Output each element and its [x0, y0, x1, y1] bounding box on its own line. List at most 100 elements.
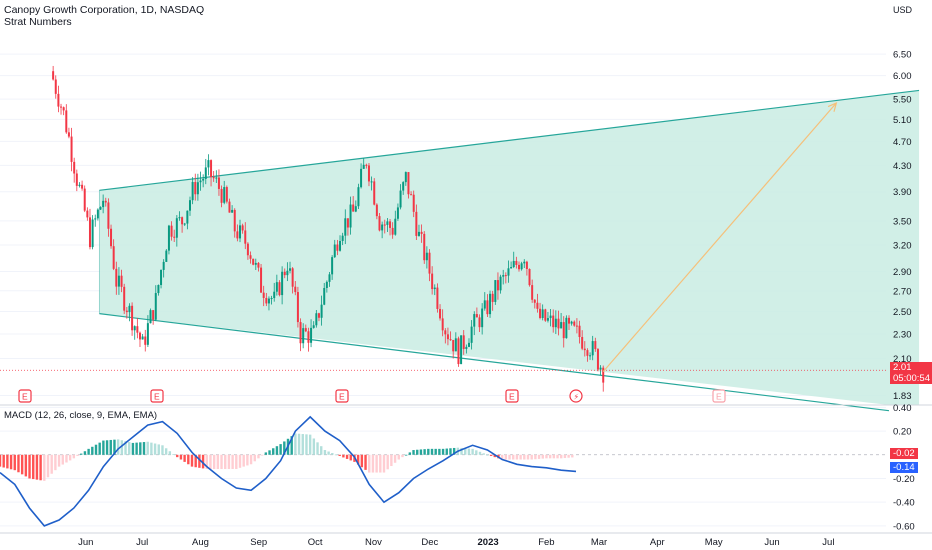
candle-body — [62, 107, 65, 111]
time-tick-label: Nov — [365, 537, 382, 548]
candle-body — [394, 218, 397, 235]
macd-histogram-bar — [98, 442, 101, 455]
macd-histogram-bar — [530, 454, 533, 460]
candle-body — [110, 228, 113, 247]
macd-histogram-bar — [393, 454, 397, 463]
candle-body — [586, 350, 589, 356]
arrow-shaft — [602, 102, 837, 373]
candle-body — [273, 291, 276, 299]
macd-legend[interactable]: MACD (12, 26, close, 9, EMA, EMA) — [4, 410, 158, 421]
price-tick-label: 6.50 — [893, 50, 912, 61]
macd-histogram-bar — [356, 454, 360, 465]
macd-histogram-bar — [65, 454, 68, 463]
candle-body — [138, 332, 141, 340]
candle-body — [223, 187, 226, 203]
candle-body — [489, 293, 492, 315]
macd-histogram-bar — [545, 454, 548, 459]
macd-histogram-bar — [430, 448, 434, 455]
candle-body — [257, 262, 260, 268]
candle-body — [423, 233, 426, 261]
lightning-icon: ⚡ — [574, 393, 580, 402]
macd-histogram-bar — [176, 454, 179, 458]
last-price-value: 2.01 — [893, 362, 912, 374]
candle-body — [99, 207, 102, 210]
earnings-marker — [335, 389, 349, 403]
price-axis[interactable]: 6.50 6.00 5.50 5.10 4.70 4.30 3.90 3.50 3.20 2.90… — [893, 50, 912, 402]
macd-histogram-bar — [560, 454, 563, 459]
candle-body — [439, 308, 442, 319]
candle-body — [165, 250, 168, 262]
candle-body — [194, 182, 197, 195]
arrow-head — [827, 101, 838, 112]
candle-body — [117, 275, 120, 287]
candle-body — [212, 177, 215, 179]
candle-body — [454, 338, 457, 352]
price-tick-label: 2.50 — [893, 307, 912, 318]
macd-histogram-bar — [198, 454, 201, 468]
candle-body — [467, 342, 470, 347]
candle-body — [510, 267, 513, 269]
macd-histogram-bar — [571, 454, 574, 458]
candle-body — [486, 300, 489, 315]
macd-histogram-bar — [142, 442, 146, 455]
candle-body — [120, 275, 123, 287]
candle-body — [354, 206, 357, 212]
candle-body — [60, 106, 63, 108]
candle-body — [544, 309, 547, 321]
macd-histogram-bar — [6, 454, 9, 469]
indicator-label[interactable]: Strat Numbers — [4, 16, 72, 28]
currency-label: USD — [893, 5, 913, 15]
candle-body — [307, 331, 310, 343]
candle-body — [244, 230, 247, 244]
macd-axis[interactable]: 0.40 0.20 -0.20 -0.40 -0.60 — [893, 403, 915, 533]
macd-histogram-bar — [46, 454, 50, 478]
macd-histogram-bar — [168, 451, 172, 455]
price-tick-label: 2.70 — [893, 286, 912, 297]
candle-body — [104, 200, 107, 203]
macd-histogram-bar — [157, 444, 160, 455]
macd-histogram-bar — [408, 452, 412, 455]
macd-histogram-bar — [83, 451, 87, 455]
macd-histogram-bar — [179, 454, 183, 460]
candle-body — [325, 281, 328, 289]
price-tick-label: 3.50 — [893, 216, 912, 227]
candle-body — [428, 252, 431, 274]
earnings-marker — [150, 389, 164, 403]
candle-body — [589, 355, 592, 357]
price-tick-label: 3.20 — [893, 240, 912, 251]
price-tick-label: 6.00 — [893, 71, 912, 82]
candle-body — [88, 217, 91, 248]
macd-histogram-bar — [493, 454, 496, 458]
macd-histogram-bar — [264, 452, 268, 455]
channel-lower-line — [99, 313, 890, 412]
candle-body — [102, 200, 105, 208]
macd-histogram-bar — [404, 454, 408, 456]
macd-histogram-bar — [61, 454, 64, 465]
macd-histogram-bar — [80, 453, 83, 455]
candle-body — [365, 164, 368, 166]
price-tick-label: 4.30 — [893, 161, 912, 172]
macd-histogram-bar — [20, 454, 24, 475]
time-tick-label: Jul — [822, 537, 834, 548]
macd-histogram-bar — [548, 454, 552, 459]
macd-histogram-bar — [452, 447, 456, 455]
time-axis[interactable]: Jun Jul Aug Sep Oct Nov Dec 2023 Feb Mar Apr May Jun… — [0, 532, 932, 548]
candle-body — [539, 308, 542, 319]
candle-body — [399, 190, 402, 208]
candle-body — [270, 298, 273, 300]
candle-body — [520, 263, 523, 270]
candle-body — [573, 321, 576, 326]
macd-histogram-bar — [50, 454, 53, 474]
candle-body — [578, 325, 581, 338]
macd-histogram-bar — [419, 449, 423, 455]
macd-histogram-bar — [54, 454, 57, 471]
macd-histogram-bar — [537, 454, 541, 459]
candle-body — [283, 271, 286, 276]
candle-body — [175, 218, 178, 238]
macd-histogram-bar — [364, 454, 367, 470]
macd-histogram-bar — [563, 454, 567, 459]
candle-body — [310, 327, 313, 343]
candle-body — [131, 305, 134, 331]
price-tick-label: 2.90 — [893, 267, 912, 278]
